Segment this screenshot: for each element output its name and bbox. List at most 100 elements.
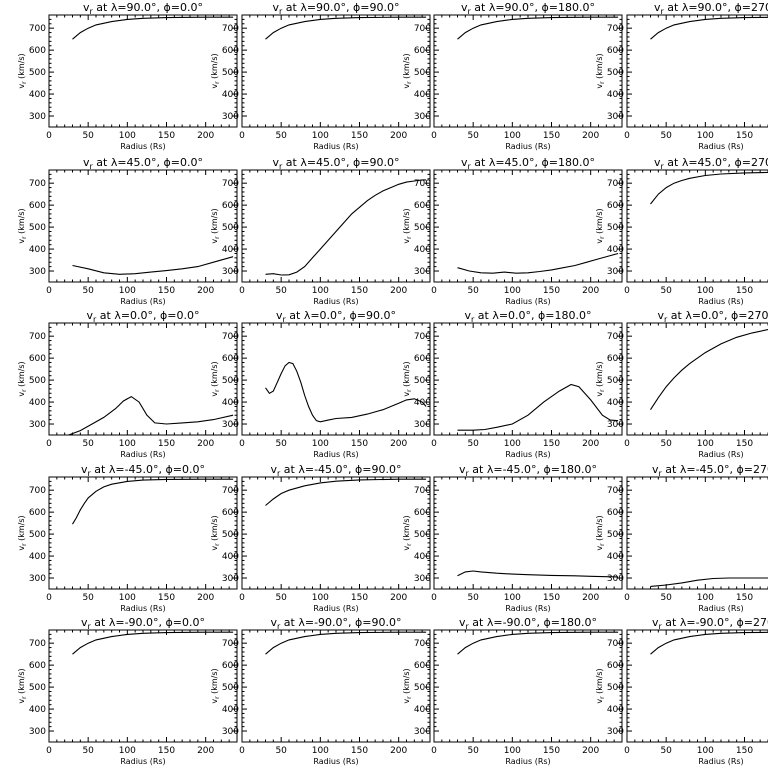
- y-tick-label: 600: [222, 354, 239, 364]
- x-axis-label: Radius (Rs): [505, 297, 550, 306]
- x-tick-label: 0: [239, 131, 245, 141]
- y-axis-label: vr (km/s): [210, 515, 221, 550]
- x-tick-label: 200: [582, 593, 599, 603]
- y-tick-label: 400: [607, 245, 624, 255]
- x-tick-label: 150: [351, 286, 368, 296]
- x-tick-label: 0: [431, 439, 437, 449]
- x-axis-label: Radius (Rs): [313, 604, 358, 613]
- x-tick-label: 0: [239, 286, 245, 296]
- plot-frame: [48, 476, 238, 590]
- x-tick-label: 100: [504, 593, 521, 603]
- x-tick-label: 150: [158, 439, 175, 449]
- x-tick-label: 100: [697, 131, 714, 141]
- y-tick-label: 400: [607, 398, 624, 408]
- x-tick-label: 150: [351, 746, 368, 756]
- x-tick-label: 150: [543, 593, 560, 603]
- x-tick-label: 150: [543, 439, 560, 449]
- y-tick-label: 500: [414, 530, 431, 540]
- plot-frame: [48, 629, 238, 743]
- y-tick-label: 300: [607, 112, 624, 122]
- x-tick-label: 50: [275, 593, 287, 603]
- velocity-series-line: [72, 256, 234, 275]
- y-tick-label: 700: [222, 24, 239, 34]
- plot-frame: [433, 322, 623, 436]
- y-tick-label: 300: [29, 112, 46, 122]
- y-tick-label: 700: [29, 486, 46, 496]
- x-tick-label: 50: [660, 439, 672, 449]
- y-tick-label: 400: [414, 705, 431, 715]
- x-tick-label: 100: [697, 746, 714, 756]
- x-axis-label: Radius (Rs): [120, 450, 165, 459]
- x-tick-label: 150: [351, 593, 368, 603]
- y-axis-label: vr (km/s): [595, 53, 606, 88]
- chart-panel: vr at λ=90.0°, ϕ=90.0° 0 50 100 150 200 300 400…: [210, 1, 431, 151]
- x-tick-label: 0: [239, 593, 245, 603]
- velocity-series-line: [650, 329, 768, 410]
- y-tick-label: 700: [414, 332, 431, 342]
- x-tick-label: 0: [46, 593, 52, 603]
- x-tick-label: 0: [624, 746, 630, 756]
- y-axis-label: vr (km/s): [210, 668, 221, 703]
- chart-panel: vr at λ=90.0°, ϕ=180.0° 0 50 100 150 200 300 40…: [402, 1, 623, 151]
- y-tick-label: 400: [222, 90, 239, 100]
- y-axis-label: vr (km/s): [402, 361, 413, 396]
- x-tick-label: 200: [582, 286, 599, 296]
- y-tick-label: 400: [414, 90, 431, 100]
- chart-title: vr at λ=90.0°, ϕ=90.0°: [272, 1, 399, 16]
- chart-title: vr at λ=90.0°, ϕ=270.0°: [654, 1, 768, 16]
- y-axis-label: vr (km/s): [210, 208, 221, 243]
- velocity-series-line: [68, 395, 234, 435]
- y-tick-label: 300: [222, 112, 239, 122]
- y-tick-label: 500: [607, 68, 624, 78]
- velocity-series-line: [650, 171, 768, 205]
- chart-panel: vr at λ=-45.0°, ϕ=0.0° 0 50 100 150 200 300 400…: [17, 463, 238, 613]
- velocity-series-line: [457, 252, 619, 274]
- x-tick-label: 200: [582, 746, 599, 756]
- velocity-series-line: [72, 478, 234, 525]
- x-tick-label: 200: [390, 131, 407, 141]
- velocity-series-line: [457, 383, 619, 431]
- x-tick-label: 0: [46, 746, 52, 756]
- x-tick-label: 50: [275, 746, 287, 756]
- chart-panel: vr at λ=0.0°, ϕ=90.0° 0 50 100 150 200 300 400 5…: [210, 309, 431, 459]
- plot-frame: [48, 14, 238, 128]
- chart-title: vr at λ=90.0°, ϕ=180.0°: [461, 1, 595, 16]
- plot-frame: [48, 322, 238, 436]
- y-tick-label: 400: [222, 705, 239, 715]
- y-tick-label: 700: [29, 179, 46, 189]
- velocity-series-line: [457, 631, 619, 655]
- x-axis-label: Radius (Rs): [698, 757, 743, 766]
- y-tick-label: 500: [414, 223, 431, 233]
- x-tick-label: 100: [119, 131, 136, 141]
- x-tick-label: 50: [82, 593, 94, 603]
- y-axis-label: vr (km/s): [595, 361, 606, 396]
- x-axis-label: Radius (Rs): [505, 604, 550, 613]
- plot-frame: [433, 14, 623, 128]
- y-tick-label: 300: [29, 420, 46, 430]
- x-tick-label: 200: [390, 439, 407, 449]
- chart-title: vr at λ=0.0°, ϕ=0.0°: [86, 309, 199, 324]
- y-axis-label: vr (km/s): [402, 515, 413, 550]
- x-axis-label: Radius (Rs): [313, 757, 358, 766]
- plot-frame: [626, 169, 768, 283]
- x-tick-label: 150: [158, 286, 175, 296]
- y-axis-label: vr (km/s): [17, 668, 28, 703]
- y-tick-label: 300: [414, 420, 431, 430]
- velocity-series-line: [457, 570, 619, 578]
- x-tick-label: 100: [119, 286, 136, 296]
- plot-frame: [433, 169, 623, 283]
- y-tick-label: 600: [607, 508, 624, 518]
- x-tick-label: 50: [467, 439, 479, 449]
- x-tick-label: 100: [119, 746, 136, 756]
- y-tick-label: 500: [29, 68, 46, 78]
- plot-frame: [626, 322, 768, 436]
- y-tick-label: 500: [29, 376, 46, 386]
- y-tick-label: 700: [414, 639, 431, 649]
- x-tick-label: 50: [660, 131, 672, 141]
- y-tick-label: 400: [414, 245, 431, 255]
- x-tick-label: 0: [431, 746, 437, 756]
- x-tick-label: 0: [239, 746, 245, 756]
- y-tick-label: 300: [607, 267, 624, 277]
- velocity-series-line: [265, 179, 427, 276]
